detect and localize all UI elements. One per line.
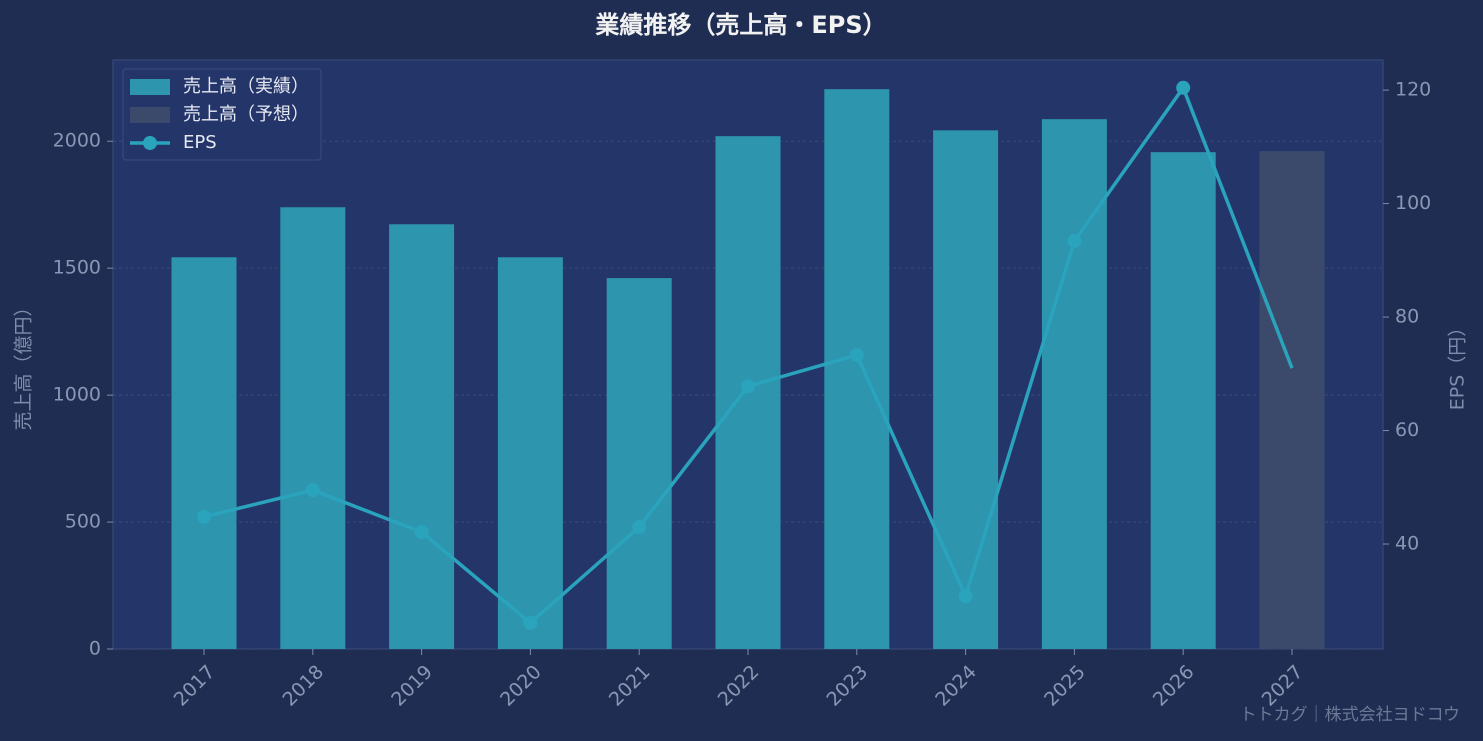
line-marker xyxy=(414,525,429,540)
y2-tick-label: 120 xyxy=(1395,79,1431,101)
x-tick-label: 2023 xyxy=(822,661,872,711)
legend-swatch xyxy=(130,79,170,95)
line-marker xyxy=(632,520,647,535)
legend-swatch xyxy=(130,107,170,123)
x-tick-label: 2017 xyxy=(170,661,220,711)
y-tick-label: 500 xyxy=(65,511,101,533)
line-marker xyxy=(741,379,755,394)
x-tick-label: 2022 xyxy=(714,661,764,711)
x-tick-label: 2019 xyxy=(387,661,437,711)
line-marker xyxy=(1067,234,1082,249)
y-tick-label: 2000 xyxy=(53,130,101,152)
y2-tick-label: 40 xyxy=(1395,533,1419,555)
bar xyxy=(389,224,455,649)
legend-label: 売上高（実績） xyxy=(183,76,309,97)
legend-label: EPS xyxy=(183,132,217,153)
x-tick-label: 2025 xyxy=(1040,661,1090,711)
bar xyxy=(497,257,563,649)
bar xyxy=(280,207,346,649)
legend-box xyxy=(122,68,322,161)
x-tick-label: 2020 xyxy=(496,661,546,711)
x-tick-label: 2024 xyxy=(931,661,981,711)
y2-axis-label: EPS（円） xyxy=(1447,318,1469,411)
legend-label: 売上高（予想） xyxy=(183,104,309,125)
legend: 売上高（実績） 売上高（予想） EPS xyxy=(122,68,322,161)
line-marker xyxy=(197,509,211,524)
bar xyxy=(1150,152,1216,649)
y-tick-label: 0 xyxy=(89,638,101,660)
y-tick-label: 1000 xyxy=(53,384,101,406)
bar xyxy=(1259,151,1325,649)
y-axis-label: 売上高（億円） xyxy=(13,297,35,430)
legend-swatch xyxy=(143,136,157,150)
y2-tick-label: 100 xyxy=(1395,192,1431,214)
bar xyxy=(933,130,999,649)
line-marker xyxy=(523,615,538,630)
y2-tick-label: 60 xyxy=(1395,419,1419,441)
line-marker xyxy=(1176,80,1191,95)
chart-title: 業績推移（売上高・EPS） xyxy=(595,11,886,39)
credit: トトカグ｜株式会社ヨドコウ xyxy=(1240,705,1460,725)
line-marker xyxy=(849,348,864,363)
x-tick-label: 2021 xyxy=(605,661,655,711)
bar xyxy=(606,278,672,649)
line-marker xyxy=(958,589,973,604)
y2-tick-label: 80 xyxy=(1395,306,1419,328)
x-tick-label: 2026 xyxy=(1149,661,1199,711)
line-marker xyxy=(305,483,320,498)
bar xyxy=(171,257,237,649)
x-tick-label: 2027 xyxy=(1258,661,1308,711)
bar xyxy=(824,89,890,650)
y-tick-label: 1500 xyxy=(53,257,101,279)
x-tick-label: 2018 xyxy=(278,661,328,711)
bar xyxy=(1041,119,1107,650)
